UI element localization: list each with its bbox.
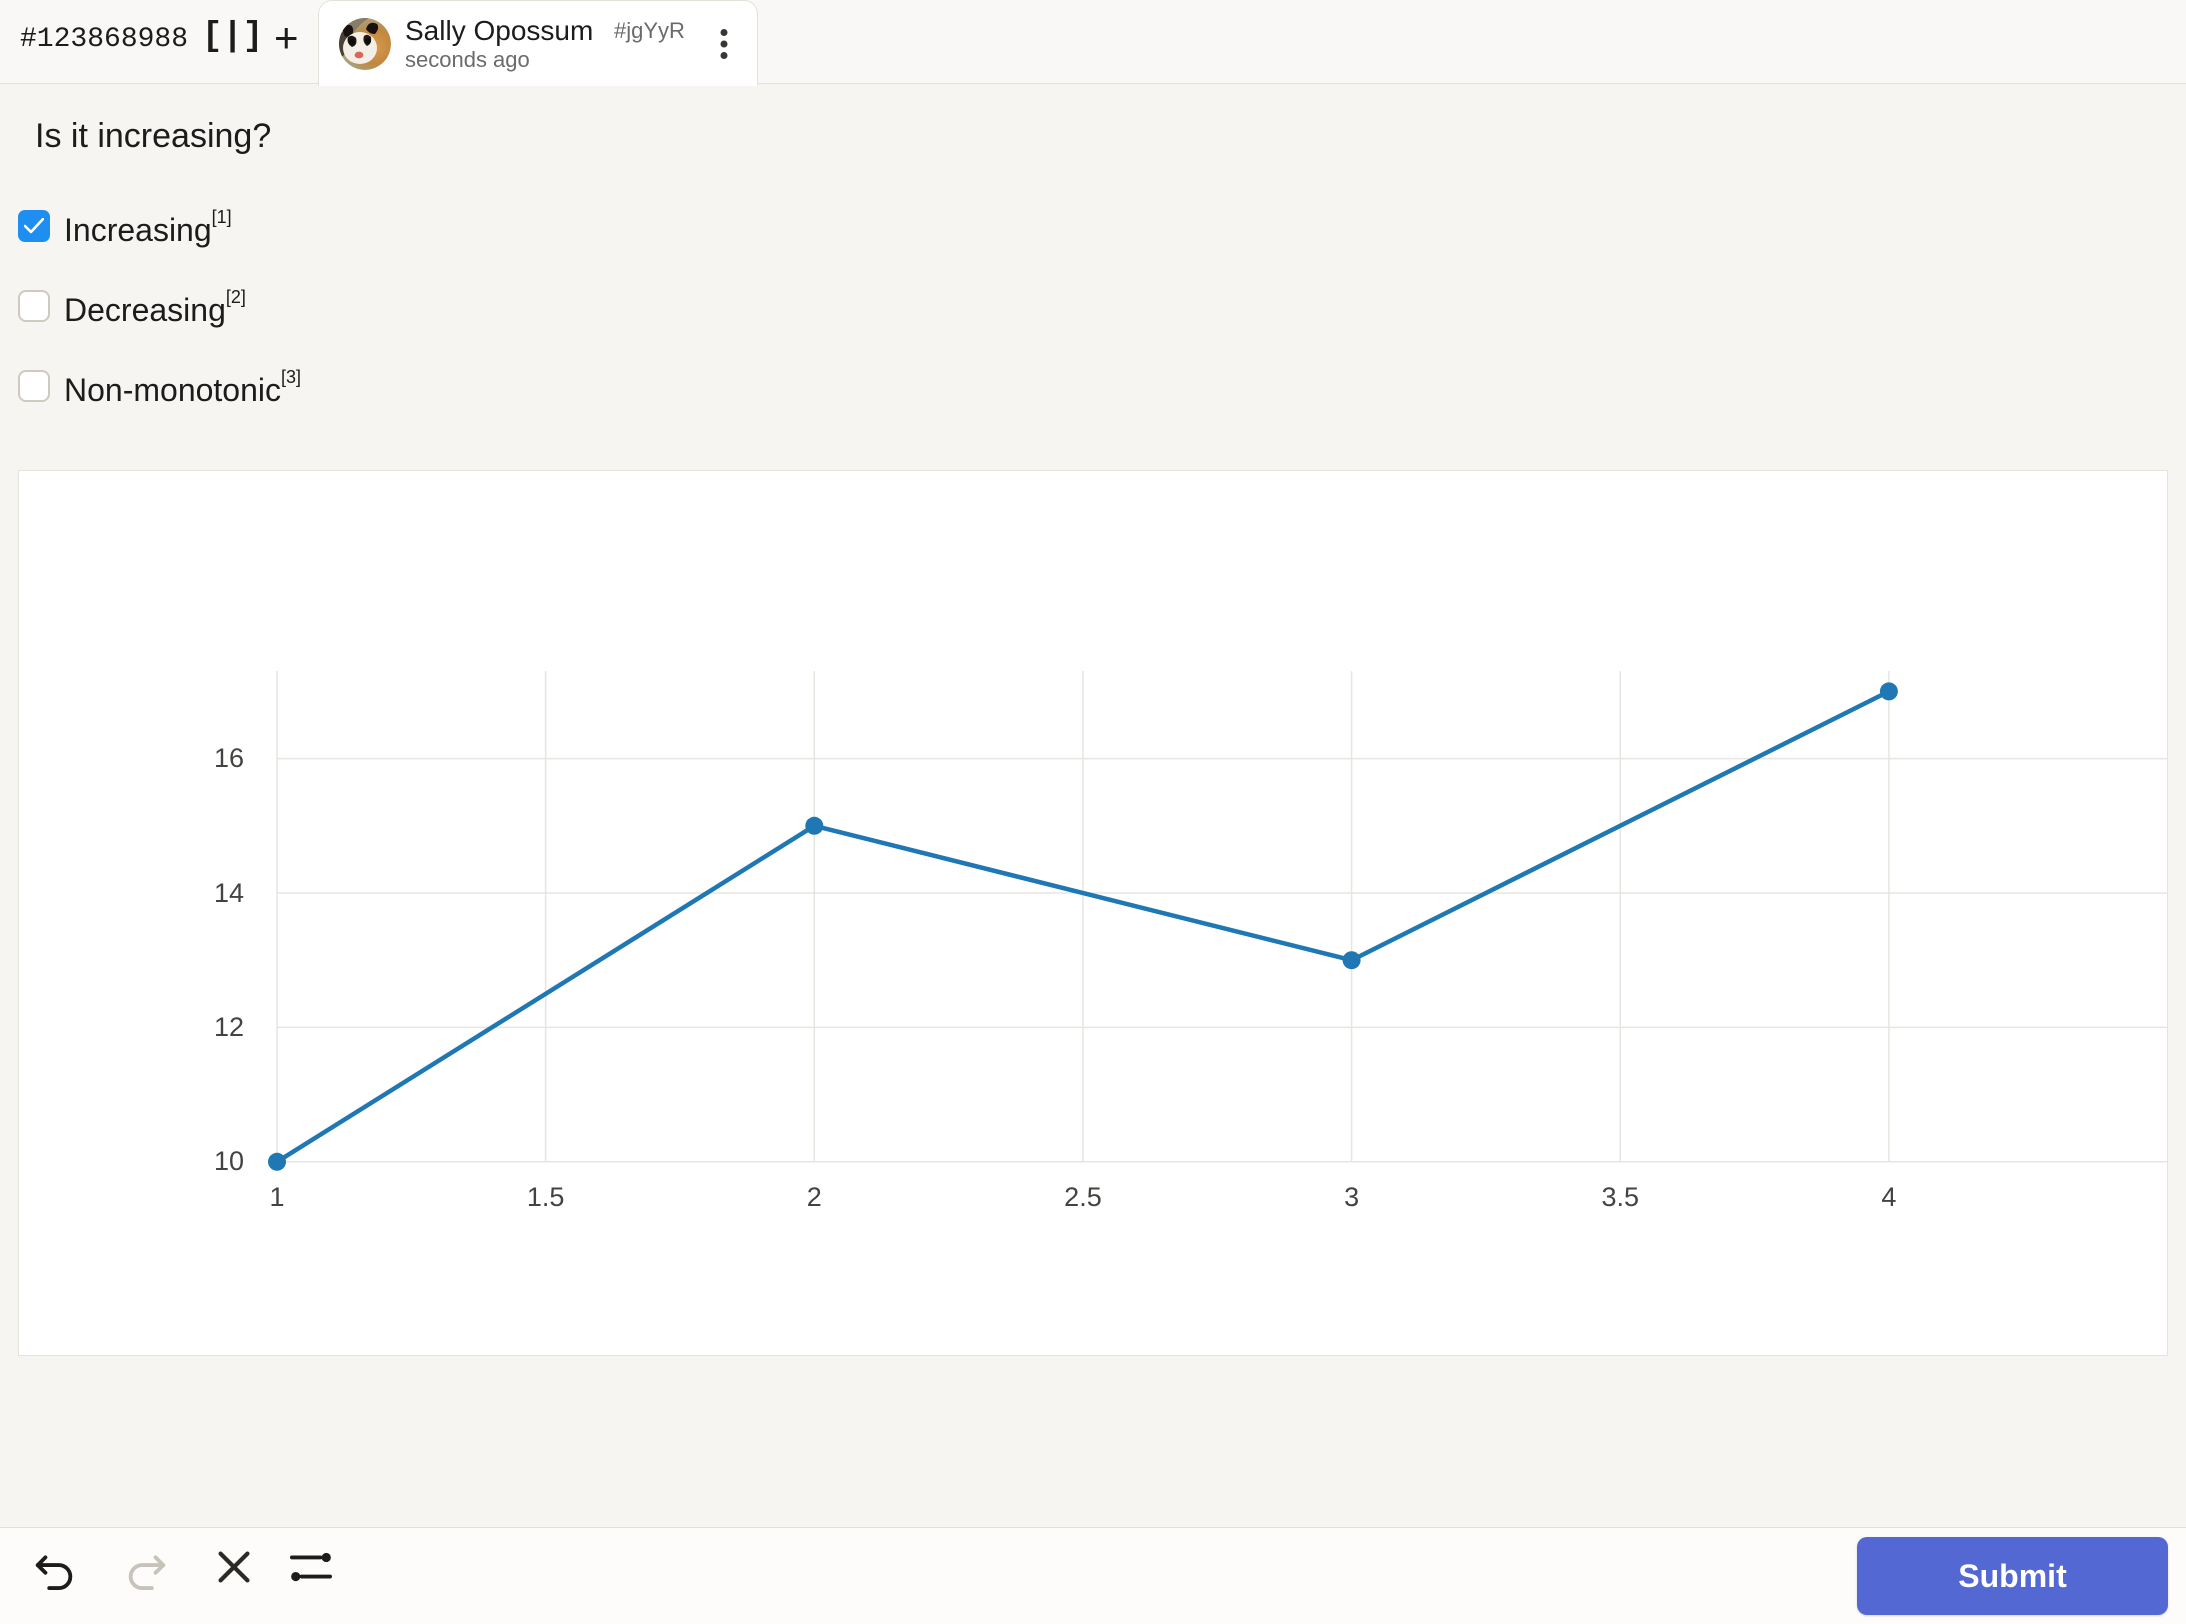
svg-text:3.5: 3.5	[1601, 1182, 1639, 1212]
svg-text:1: 1	[269, 1182, 284, 1212]
svg-text:2: 2	[807, 1182, 822, 1212]
svg-text:10: 10	[214, 1146, 244, 1176]
svg-text:12: 12	[214, 1012, 244, 1042]
svg-text:16: 16	[214, 743, 244, 773]
svg-text:4: 4	[1881, 1182, 1896, 1212]
svg-text:2.5: 2.5	[1064, 1182, 1102, 1212]
svg-text:1.5: 1.5	[527, 1182, 565, 1212]
svg-text:3: 3	[1344, 1182, 1359, 1212]
svg-text:14: 14	[214, 878, 244, 908]
